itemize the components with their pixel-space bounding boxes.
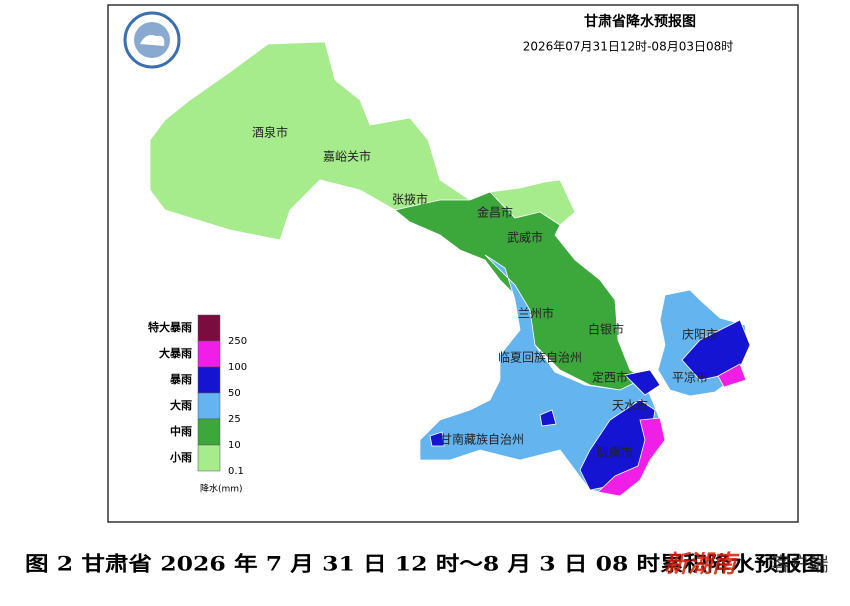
legend-threshold: 100: [228, 362, 247, 373]
legend-label: 中雨: [170, 424, 192, 438]
city-label: 定西市: [592, 370, 628, 385]
legend-threshold: 0.1: [228, 466, 244, 477]
legend-threshold: 10: [228, 440, 241, 451]
figure-caption: 图 2 甘肃省 2026 年 7 月 31 日 12 时～8 月 3 日 08 …: [25, 552, 825, 576]
map-subtitle: 2026年07月31日12时-08月03日08时: [523, 40, 734, 54]
legend-unit: 降水(mm): [200, 483, 243, 495]
city-label: 酒泉市: [252, 125, 288, 140]
legend-threshold: 25: [228, 414, 241, 425]
legend-label: 特大暴雨: [148, 320, 192, 334]
city-label: 陇南市: [597, 445, 633, 460]
city-label: 临夏回族自治州: [498, 351, 582, 365]
city-label: 兰州市: [518, 306, 554, 321]
city-label: 武威市: [507, 230, 543, 245]
legend-swatch: [197, 314, 221, 342]
city-label: 嘉峪关市: [323, 149, 371, 164]
city-label: 平凉市: [672, 370, 708, 385]
city-label: 白银市: [588, 322, 624, 337]
legend-swatch: [197, 340, 221, 368]
legend-swatch: [197, 366, 221, 394]
legend-label: 大雨: [170, 398, 192, 412]
watermark-brand: 新湖南: [664, 550, 740, 578]
legend-label: 暴雨: [169, 373, 192, 386]
city-label: 张掖市: [392, 192, 428, 207]
map-title: 甘肃省降水预报图: [584, 13, 696, 30]
legend-label: 大暴雨: [159, 346, 192, 360]
city-label: 甘南藏族自治州: [440, 432, 524, 447]
legend-swatch: [197, 418, 221, 446]
city-label: 天水市: [612, 398, 648, 413]
legend-label: 小雨: [169, 450, 192, 464]
city-label: 庆阳市: [682, 327, 718, 342]
legend-swatch: [197, 444, 221, 472]
logo: [123, 11, 181, 69]
province-map: [149, 41, 751, 497]
city-label: 金昌市: [477, 205, 513, 220]
legend-threshold: 50: [228, 388, 241, 399]
legend-threshold: 250: [228, 336, 247, 347]
legend-swatch: [197, 392, 221, 420]
watermark-client: 客户端: [771, 554, 828, 576]
